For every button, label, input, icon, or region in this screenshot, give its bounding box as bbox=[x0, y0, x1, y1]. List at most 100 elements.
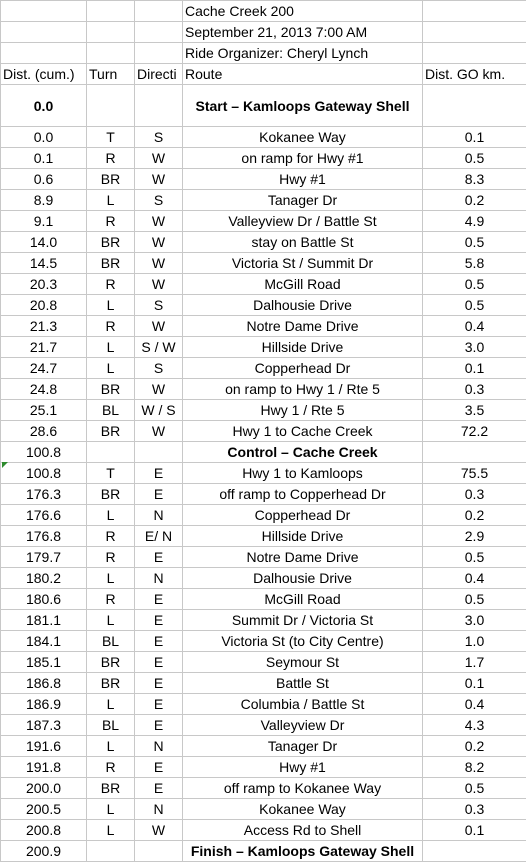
dist-cell[interactable]: 184.1 bbox=[0, 630, 87, 652]
route-cell[interactable]: Victoria St (to City Centre) bbox=[182, 630, 423, 652]
dist-cell[interactable]: 200.0 bbox=[0, 777, 87, 799]
turn-cell[interactable]: L bbox=[86, 735, 135, 757]
dist-cell[interactable]: 9.1 bbox=[0, 210, 87, 232]
empty-cell[interactable] bbox=[422, 840, 526, 862]
direction-cell[interactable]: S bbox=[134, 294, 183, 316]
go-cell[interactable]: 8.2 bbox=[422, 756, 526, 778]
turn-cell[interactable]: L bbox=[86, 504, 135, 526]
dist-cell[interactable]: 180.6 bbox=[0, 588, 87, 610]
go-cell[interactable]: 5.8 bbox=[422, 252, 526, 274]
direction-cell[interactable]: N bbox=[134, 798, 183, 820]
direction-cell[interactable]: S bbox=[134, 189, 183, 211]
direction-cell[interactable]: N bbox=[134, 504, 183, 526]
sheet-title[interactable]: Cache Creek 200 bbox=[182, 0, 423, 22]
direction-cell[interactable]: E bbox=[134, 609, 183, 631]
go-cell[interactable]: 0.1 bbox=[422, 672, 526, 694]
route-cell[interactable]: Copperhead Dr bbox=[182, 357, 423, 379]
go-cell[interactable]: 0.4 bbox=[422, 567, 526, 589]
route-cell[interactable]: Hwy 1 to Cache Creek bbox=[182, 420, 423, 442]
go-cell[interactable]: 3.0 bbox=[422, 336, 526, 358]
direction-cell[interactable]: W bbox=[134, 168, 183, 190]
turn-cell[interactable]: L bbox=[86, 336, 135, 358]
route-cell[interactable]: Dalhousie Drive bbox=[182, 567, 423, 589]
dist-cell[interactable]: 20.3 bbox=[0, 273, 87, 295]
route-cell[interactable]: Valleyview Dr / Battle St bbox=[182, 210, 423, 232]
dist-cell[interactable]: 186.8 bbox=[0, 672, 87, 694]
go-cell[interactable]: 4.3 bbox=[422, 714, 526, 736]
go-cell[interactable]: 0.5 bbox=[422, 294, 526, 316]
dist-cell[interactable]: 191.8 bbox=[0, 756, 87, 778]
go-cell[interactable]: 0.5 bbox=[422, 546, 526, 568]
direction-cell[interactable]: W bbox=[134, 252, 183, 274]
direction-cell[interactable]: E bbox=[134, 483, 183, 505]
turn-cell[interactable]: L bbox=[86, 798, 135, 820]
turn-cell[interactable]: BL bbox=[86, 714, 135, 736]
dist-cell[interactable]: 24.8 bbox=[0, 378, 87, 400]
go-cell[interactable]: 3.5 bbox=[422, 399, 526, 421]
direction-cell[interactable]: W bbox=[134, 315, 183, 337]
go-cell[interactable]: 3.0 bbox=[422, 609, 526, 631]
route-cell[interactable]: on ramp to Hwy 1 / Rte 5 bbox=[182, 378, 423, 400]
turn-cell[interactable]: R bbox=[86, 315, 135, 337]
turn-cell[interactable]: BR bbox=[86, 651, 135, 673]
route-cell[interactable]: off ramp to Kokanee Way bbox=[182, 777, 423, 799]
direction-cell[interactable]: E bbox=[134, 672, 183, 694]
turn-cell[interactable]: BR bbox=[86, 483, 135, 505]
go-cell[interactable]: 75.5 bbox=[422, 462, 526, 484]
route-cell[interactable]: Access Rd to Shell bbox=[182, 819, 423, 841]
go-cell[interactable]: 0.5 bbox=[422, 147, 526, 169]
column-header-dist[interactable]: Dist. (cum.) bbox=[0, 63, 87, 85]
direction-cell[interactable]: S bbox=[134, 126, 183, 148]
route-cell[interactable]: Tanager Dr bbox=[182, 735, 423, 757]
go-cell[interactable]: 0.5 bbox=[422, 588, 526, 610]
dist-cell[interactable]: 176.6 bbox=[0, 504, 87, 526]
route-cell[interactable]: stay on Battle St bbox=[182, 231, 423, 253]
empty-cell[interactable] bbox=[86, 840, 135, 862]
turn-cell[interactable]: L bbox=[86, 294, 135, 316]
direction-cell[interactable]: W bbox=[134, 819, 183, 841]
direction-cell[interactable]: W bbox=[134, 147, 183, 169]
turn-cell[interactable]: T bbox=[86, 126, 135, 148]
route-cell[interactable]: Columbia / Battle St bbox=[182, 693, 423, 715]
go-cell[interactable]: 0.5 bbox=[422, 231, 526, 253]
turn-cell[interactable]: BR bbox=[86, 777, 135, 799]
turn-cell[interactable]: BR bbox=[86, 672, 135, 694]
turn-cell[interactable]: R bbox=[86, 756, 135, 778]
direction-cell[interactable]: E bbox=[134, 693, 183, 715]
route-cell[interactable]: Hwy 1 to Kamloops bbox=[182, 462, 423, 484]
go-cell[interactable]: 0.1 bbox=[422, 357, 526, 379]
route-cell[interactable]: Battle St bbox=[182, 672, 423, 694]
dist-cell[interactable]: 25.1 bbox=[0, 399, 87, 421]
go-cell[interactable]: 0.2 bbox=[422, 189, 526, 211]
go-cell[interactable]: 0.1 bbox=[422, 126, 526, 148]
direction-cell[interactable]: W bbox=[134, 210, 183, 232]
go-cell[interactable]: 0.3 bbox=[422, 483, 526, 505]
turn-cell[interactable]: BR bbox=[86, 378, 135, 400]
turn-cell[interactable]: L bbox=[86, 567, 135, 589]
ride-organizer[interactable]: Ride Organizer: Cheryl Lynch bbox=[182, 42, 423, 64]
ride-date[interactable]: September 21, 2013 7:00 AM bbox=[182, 21, 423, 43]
turn-cell[interactable]: BR bbox=[86, 231, 135, 253]
direction-cell[interactable]: E bbox=[134, 651, 183, 673]
turn-cell[interactable]: BR bbox=[86, 168, 135, 190]
direction-cell[interactable]: E bbox=[134, 714, 183, 736]
turn-cell[interactable]: R bbox=[86, 147, 135, 169]
turn-cell[interactable]: R bbox=[86, 588, 135, 610]
turn-cell[interactable]: BR bbox=[86, 252, 135, 274]
dist-cell[interactable]: 28.6 bbox=[0, 420, 87, 442]
direction-cell[interactable]: E bbox=[134, 630, 183, 652]
finish-row-route[interactable]: Finish – Kamloops Gateway Shell bbox=[182, 840, 423, 862]
column-header-route[interactable]: Route bbox=[182, 63, 423, 85]
go-cell[interactable]: 0.2 bbox=[422, 504, 526, 526]
direction-cell[interactable]: S bbox=[134, 357, 183, 379]
dist-cell[interactable]: 185.1 bbox=[0, 651, 87, 673]
dist-cell[interactable]: 187.3 bbox=[0, 714, 87, 736]
direction-cell[interactable]: E/ N bbox=[134, 525, 183, 547]
direction-cell[interactable]: W bbox=[134, 378, 183, 400]
turn-cell[interactable]: BR bbox=[86, 420, 135, 442]
route-cell[interactable]: Summit Dr / Victoria St bbox=[182, 609, 423, 631]
go-cell[interactable]: 4.9 bbox=[422, 210, 526, 232]
turn-cell[interactable]: L bbox=[86, 819, 135, 841]
turn-cell[interactable]: R bbox=[86, 546, 135, 568]
direction-cell[interactable]: N bbox=[134, 567, 183, 589]
